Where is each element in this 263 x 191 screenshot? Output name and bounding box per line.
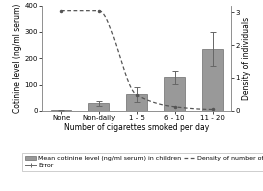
Bar xyxy=(202,49,223,111)
Legend: Mean cotinine level (ng/ml serum) in children, Error, Density of number of cigar: Mean cotinine level (ng/ml serum) in chi… xyxy=(22,153,263,171)
Bar xyxy=(164,77,185,111)
Bar xyxy=(126,95,147,111)
Y-axis label: Density of individuals: Density of individuals xyxy=(242,17,251,100)
Bar xyxy=(50,110,72,111)
Y-axis label: Cotinine level (ng/ml serum): Cotinine level (ng/ml serum) xyxy=(13,4,22,113)
X-axis label: Number of cigarettes smoked per day: Number of cigarettes smoked per day xyxy=(64,123,209,132)
Bar xyxy=(88,104,109,111)
